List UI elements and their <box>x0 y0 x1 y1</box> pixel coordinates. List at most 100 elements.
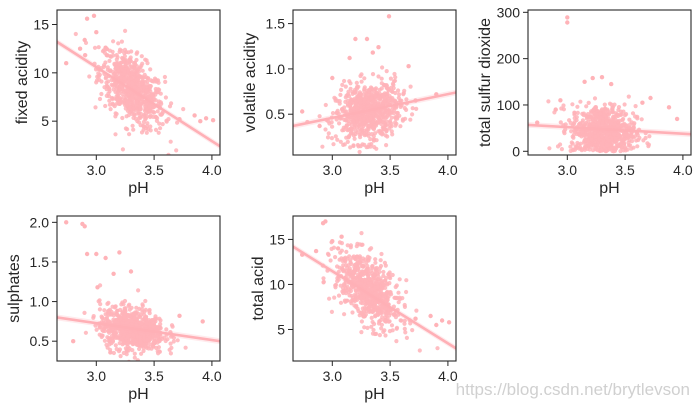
scatter-point <box>574 115 579 120</box>
scatter-point <box>157 325 162 330</box>
scatter-point <box>153 127 159 132</box>
scatter-point <box>135 77 140 82</box>
scatter-point <box>570 141 575 146</box>
scatter-point <box>624 112 629 117</box>
scatter-point <box>402 326 407 331</box>
scatter-point <box>145 79 150 84</box>
scatter-point <box>93 105 98 110</box>
y-axis-label: volatile acidity <box>242 33 259 133</box>
scatter-point <box>351 119 356 124</box>
scatter-point <box>394 295 399 300</box>
scatter-point <box>410 112 415 117</box>
scatter-point <box>352 136 357 141</box>
scatter-point <box>340 289 345 294</box>
scatter-point <box>535 120 540 125</box>
scatter-point <box>408 117 413 122</box>
scatter-point <box>344 156 348 160</box>
scatter-point <box>555 144 561 149</box>
scatter-point <box>633 104 638 109</box>
scatter-point <box>404 289 409 295</box>
scatter-point <box>379 86 384 91</box>
scatter-point <box>94 327 99 332</box>
scatter-point <box>333 285 338 290</box>
scatter-point <box>392 78 398 83</box>
scatter-point <box>127 106 132 111</box>
scatter-point <box>398 124 403 129</box>
scatter-point <box>597 137 602 142</box>
scatter-point <box>94 251 99 257</box>
scatter-point <box>300 109 305 114</box>
scatter-point <box>575 104 580 109</box>
scatter-point <box>346 127 351 132</box>
scatter-point <box>132 355 137 360</box>
scatter-point <box>368 137 373 142</box>
scatter-point <box>152 110 157 115</box>
scatter-point <box>111 271 116 276</box>
scatter-point <box>321 276 326 281</box>
scatter-point <box>388 110 393 115</box>
scatter-point <box>136 82 141 88</box>
scatter-point <box>117 347 122 352</box>
scatter-point <box>615 112 620 117</box>
scatter-point <box>345 243 350 248</box>
scatter-point <box>399 318 404 323</box>
scatter-point <box>151 318 156 323</box>
scatter-point <box>588 114 594 119</box>
scatter-point <box>139 344 144 349</box>
scatter-point <box>109 333 115 339</box>
scatter-point <box>352 123 357 128</box>
scatter-point <box>82 310 87 315</box>
scatter-point <box>140 303 145 308</box>
scatter-point <box>132 316 137 321</box>
scatter-point <box>391 82 396 87</box>
scatter-point <box>402 321 407 326</box>
scatter-point <box>367 303 372 308</box>
subplot-sulphates: 3.0 3.5 4.0 0.5 1.0 1.5 2.0 pH sulphates <box>6 214 222 403</box>
scatter-point <box>130 101 135 106</box>
scatter-point <box>356 266 361 271</box>
scatter-point <box>382 278 388 283</box>
scatter-point <box>598 112 603 117</box>
scatter-point <box>175 338 180 343</box>
scatter-point <box>342 78 347 84</box>
scatter-point <box>613 136 618 141</box>
scatter-point <box>591 107 596 112</box>
scatter-point <box>111 39 116 44</box>
scatter-point <box>394 110 400 116</box>
scatter-point <box>126 303 131 308</box>
scatter-point <box>130 81 135 86</box>
scatter-point <box>366 131 371 136</box>
scatter-point <box>572 110 577 115</box>
scatter-point <box>162 74 167 80</box>
scatter-point <box>115 308 120 313</box>
scatter-point <box>362 88 367 93</box>
scatter-point <box>626 94 631 99</box>
scatter-point <box>595 148 600 153</box>
scatter-point <box>154 345 159 350</box>
x-axis-label: pH <box>364 386 384 403</box>
scatter-point <box>126 50 131 55</box>
scatter-point <box>117 250 122 255</box>
scatter-point <box>203 116 209 121</box>
scatter-point <box>375 273 381 278</box>
scatter-point <box>404 335 409 340</box>
scatter-point <box>342 105 347 110</box>
scatter-point <box>325 135 331 140</box>
scatter-point <box>168 351 173 356</box>
plot-area <box>57 13 220 155</box>
scatter-point <box>648 95 653 101</box>
scatter-point <box>355 306 360 311</box>
scatter-point <box>382 318 387 323</box>
scatter-point <box>383 133 388 138</box>
scatter-point <box>611 114 616 120</box>
scatter-point <box>582 79 587 85</box>
scatter-point <box>369 287 374 292</box>
scatter-point <box>110 326 116 331</box>
scatter-point <box>377 266 382 271</box>
scatter-point <box>351 106 356 111</box>
scatter-point <box>323 102 328 108</box>
scatter-point <box>561 129 567 134</box>
regression-line <box>57 40 220 148</box>
scatter-point <box>155 340 160 345</box>
scatter-point <box>140 362 144 366</box>
